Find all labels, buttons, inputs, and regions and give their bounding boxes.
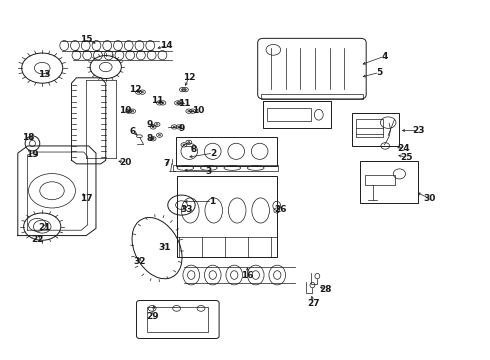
Text: 10: 10 [193,105,205,114]
Bar [356,120,383,137]
Text: 7: 7 [164,159,170,168]
Text: 4: 4 [381,52,388,61]
Text: 22: 22 [31,235,44,244]
Text: 14: 14 [161,41,173,50]
Text: 2: 2 [210,149,217,158]
Text: 8: 8 [147,134,153,143]
Text: 21: 21 [38,223,51,232]
Text: 8: 8 [191,145,197,154]
Bar [147,307,208,332]
Text: 11: 11 [151,96,163,105]
Text: 1: 1 [209,197,216,206]
Text: 19: 19 [26,150,39,159]
Text: 29: 29 [146,312,158,321]
Bar [351,113,399,146]
Text: 27: 27 [307,299,319,308]
Text: 13: 13 [38,70,51,79]
Text: 28: 28 [319,285,332,294]
Text: 26: 26 [274,205,287,214]
Text: 9: 9 [147,120,153,129]
Text: 20: 20 [119,158,131,167]
Bar [261,94,363,99]
Text: 31: 31 [158,243,171,252]
Text: 25: 25 [400,153,413,162]
Text: 11: 11 [178,99,190,108]
Text: 6: 6 [129,127,136,136]
Text: 5: 5 [376,68,383,77]
Bar [268,108,312,121]
Text: 17: 17 [80,194,93,203]
Text: 18: 18 [23,133,35,142]
Text: 15: 15 [80,35,93,44]
Bar [173,165,278,171]
Text: 33: 33 [180,205,193,214]
Text: 23: 23 [412,126,425,135]
Text: 10: 10 [119,105,131,114]
Text: 24: 24 [397,144,410,153]
Text: 16: 16 [241,270,254,279]
Bar [263,101,331,128]
Bar [175,137,277,166]
Text: 9: 9 [178,123,185,132]
Text: 30: 30 [423,194,436,203]
Bar [365,175,394,185]
Text: 12: 12 [183,73,195,82]
Bar [176,176,277,257]
Text: 32: 32 [134,257,146,266]
Text: 3: 3 [205,167,212,176]
Bar [360,161,418,203]
Text: 12: 12 [129,85,141,94]
